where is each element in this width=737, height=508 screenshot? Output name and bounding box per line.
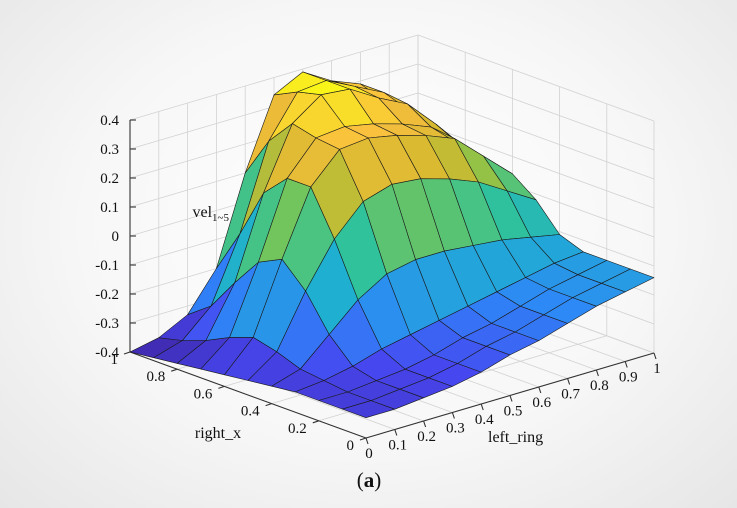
y-tick-mark <box>312 420 319 424</box>
x-tick-label: 0.1 <box>388 438 407 454</box>
y-tick-label: 0 <box>347 438 355 454</box>
x-tick-label: 0.5 <box>504 404 523 420</box>
x-tick-mark <box>480 403 484 411</box>
x-tick-label: 0.3 <box>446 421 465 437</box>
x-tick-label: 0.7 <box>561 387 580 403</box>
x-tick-label: 0.2 <box>417 429 436 445</box>
side-wall-grid-line <box>417 92 655 180</box>
figure-caption: (a) <box>357 468 382 492</box>
z-tick-label: 0.2 <box>100 171 119 187</box>
y-axis-label: right_x <box>195 425 241 442</box>
y-tick-label: 0.6 <box>194 386 213 402</box>
z-tick-label: 0.1 <box>100 200 119 216</box>
x-tick-mark <box>509 395 513 402</box>
x-tick-mark <box>365 437 369 445</box>
y-tick-label: 0.4 <box>241 404 260 420</box>
x-tick-mark <box>538 386 542 394</box>
z-tick-label: 0 <box>112 229 120 245</box>
z-tick-label: 0.3 <box>100 142 119 158</box>
y-tick-mark <box>359 437 367 441</box>
side-wall-grid-line <box>417 121 655 209</box>
x-tick-mark <box>394 429 398 436</box>
tick-labels: 0 0.1 0.2 0.3 0.4 0.5 0.6 0.7 0.8 0.9 1 0 0.2 0.4 0.6 0… <box>95 113 661 462</box>
x-axis-label: left_ring <box>488 429 543 446</box>
x-tick-mark <box>451 412 455 419</box>
y-tick-mark <box>123 351 131 355</box>
surface <box>129 71 655 419</box>
z-tick-label: -0.3 <box>95 316 119 332</box>
x-tick-mark <box>567 378 571 385</box>
x-tick-label: 0.6 <box>532 395 551 411</box>
z-tick-label: 0.4 <box>100 113 119 129</box>
surface-patch <box>601 268 655 293</box>
z-tick-label: -0.4 <box>95 345 119 361</box>
z-tick-label: -0.1 <box>95 258 119 274</box>
side-wall-grid-line <box>417 63 655 151</box>
x-tick-mark <box>624 361 628 368</box>
y-axis-line <box>129 351 367 439</box>
y-tick-mark <box>218 385 225 389</box>
x-tick-mark <box>653 352 657 360</box>
side-wall-grid-line <box>417 34 655 122</box>
axes <box>123 119 657 445</box>
x-tick-mark <box>595 369 599 377</box>
y-tick-mark <box>171 368 178 372</box>
x-tick-label: 0.9 <box>619 370 638 386</box>
x-tick-label: 1 <box>653 361 661 377</box>
x-tick-label: 0 <box>365 446 373 462</box>
y-tick-label: 0.8 <box>146 369 165 385</box>
back-wall-grid-line <box>129 34 419 121</box>
x-tick-label: 0.8 <box>590 378 609 394</box>
y-tick-label: 1 <box>111 352 119 368</box>
y-tick-mark <box>265 403 272 407</box>
z-axis-label: vel1~5 <box>193 204 230 224</box>
y-tick-label: 0.2 <box>288 421 307 437</box>
z-tick-label: -0.2 <box>95 287 119 303</box>
x-tick-mark <box>423 420 427 428</box>
x-tick-label: 0.4 <box>475 412 494 428</box>
